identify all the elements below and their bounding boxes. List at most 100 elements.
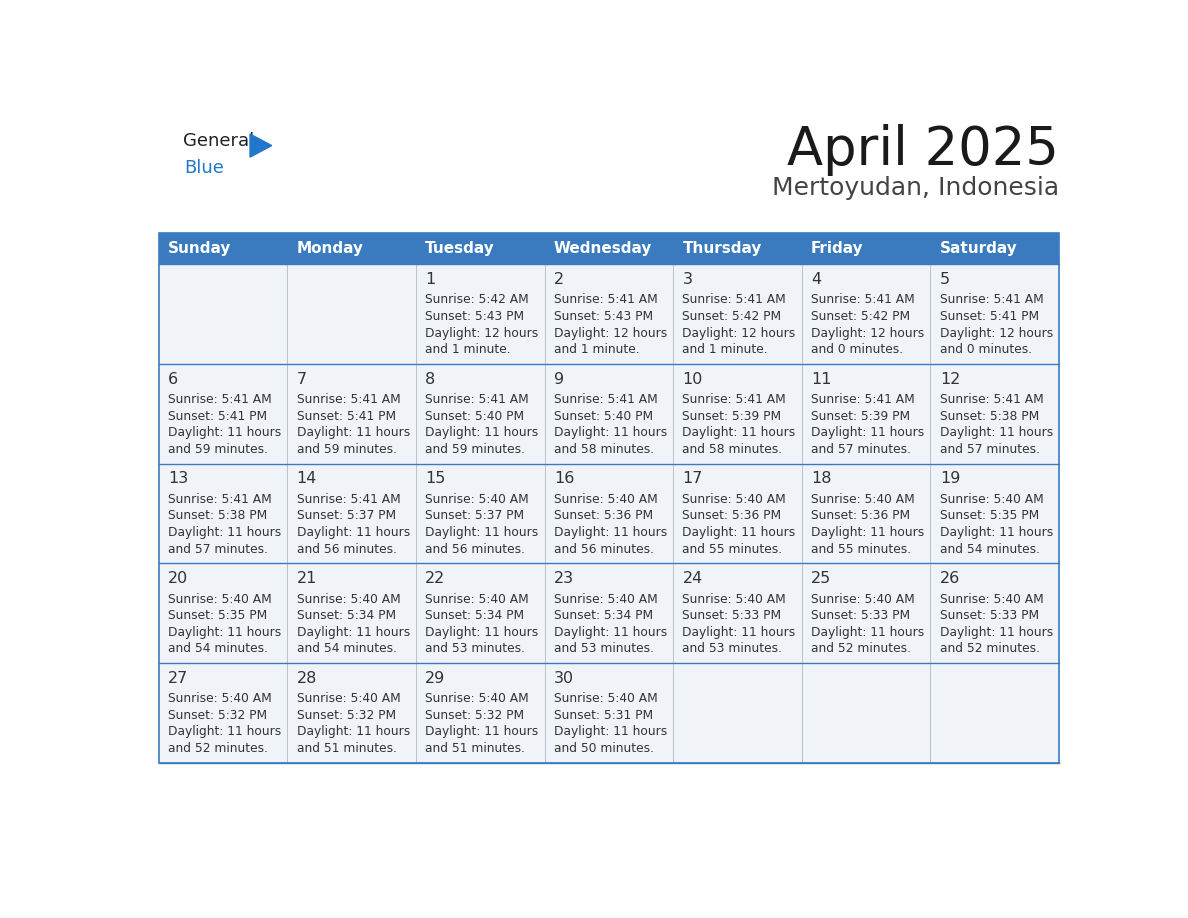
Text: Daylight: 11 hours: Daylight: 11 hours xyxy=(425,626,538,639)
Text: Sunset: 5:32 PM: Sunset: 5:32 PM xyxy=(425,709,524,722)
Text: Sunset: 5:35 PM: Sunset: 5:35 PM xyxy=(168,610,267,622)
Text: Mertoyudan, Indonesia: Mertoyudan, Indonesia xyxy=(772,175,1060,199)
Text: Daylight: 11 hours: Daylight: 11 hours xyxy=(940,626,1053,639)
Text: and 1 minute.: and 1 minute. xyxy=(425,343,511,356)
Text: 22: 22 xyxy=(425,571,446,586)
Text: Daylight: 11 hours: Daylight: 11 hours xyxy=(554,426,668,439)
Text: Sunset: 5:39 PM: Sunset: 5:39 PM xyxy=(811,409,910,422)
Text: Sunset: 5:33 PM: Sunset: 5:33 PM xyxy=(811,610,910,622)
Text: Daylight: 12 hours: Daylight: 12 hours xyxy=(425,327,538,340)
Text: Daylight: 11 hours: Daylight: 11 hours xyxy=(554,725,668,738)
Text: and 52 minutes.: and 52 minutes. xyxy=(811,643,911,655)
Text: Daylight: 11 hours: Daylight: 11 hours xyxy=(425,426,538,439)
Text: and 0 minutes.: and 0 minutes. xyxy=(940,343,1032,356)
Text: Sunrise: 5:41 AM: Sunrise: 5:41 AM xyxy=(940,393,1043,406)
Text: Daylight: 11 hours: Daylight: 11 hours xyxy=(425,725,538,738)
Text: 10: 10 xyxy=(682,372,703,386)
Text: 27: 27 xyxy=(168,671,188,686)
Text: Sunset: 5:36 PM: Sunset: 5:36 PM xyxy=(554,509,653,522)
Bar xyxy=(158,663,1060,763)
Text: Sunset: 5:35 PM: Sunset: 5:35 PM xyxy=(940,509,1040,522)
Text: and 59 minutes.: and 59 minutes. xyxy=(425,442,525,456)
Text: Sunset: 5:34 PM: Sunset: 5:34 PM xyxy=(297,610,396,622)
Text: and 51 minutes.: and 51 minutes. xyxy=(297,742,397,755)
Text: and 50 minutes.: and 50 minutes. xyxy=(554,742,653,755)
Text: and 51 minutes.: and 51 minutes. xyxy=(425,742,525,755)
Text: Wednesday: Wednesday xyxy=(554,241,652,256)
Text: Sunrise: 5:40 AM: Sunrise: 5:40 AM xyxy=(940,493,1043,506)
Text: and 1 minute.: and 1 minute. xyxy=(682,343,769,356)
Text: and 54 minutes.: and 54 minutes. xyxy=(168,643,267,655)
Bar xyxy=(158,233,1060,763)
Text: Sunset: 5:34 PM: Sunset: 5:34 PM xyxy=(425,610,524,622)
Text: and 57 minutes.: and 57 minutes. xyxy=(940,442,1040,456)
Text: 4: 4 xyxy=(811,272,821,286)
Bar xyxy=(287,233,416,264)
Bar xyxy=(544,233,674,264)
Bar xyxy=(930,233,1060,264)
Text: Daylight: 11 hours: Daylight: 11 hours xyxy=(682,526,796,539)
Text: Sunset: 5:39 PM: Sunset: 5:39 PM xyxy=(682,409,782,422)
Text: Sunrise: 5:41 AM: Sunrise: 5:41 AM xyxy=(811,393,915,406)
Text: General: General xyxy=(183,131,254,150)
Text: 15: 15 xyxy=(425,471,446,487)
Bar xyxy=(158,264,1060,364)
Text: Sunset: 5:43 PM: Sunset: 5:43 PM xyxy=(425,310,524,323)
Text: Sunset: 5:43 PM: Sunset: 5:43 PM xyxy=(554,310,653,323)
Text: and 53 minutes.: and 53 minutes. xyxy=(425,643,525,655)
Text: 23: 23 xyxy=(554,571,574,586)
Text: Sunset: 5:40 PM: Sunset: 5:40 PM xyxy=(425,409,524,422)
Text: 12: 12 xyxy=(940,372,960,386)
Bar xyxy=(158,364,1060,464)
Text: Sunrise: 5:41 AM: Sunrise: 5:41 AM xyxy=(297,393,400,406)
Text: Sunrise: 5:42 AM: Sunrise: 5:42 AM xyxy=(425,294,529,307)
Text: Sunset: 5:41 PM: Sunset: 5:41 PM xyxy=(297,409,396,422)
Text: Daylight: 12 hours: Daylight: 12 hours xyxy=(811,327,924,340)
Text: Sunrise: 5:41 AM: Sunrise: 5:41 AM xyxy=(811,294,915,307)
Text: Sunset: 5:32 PM: Sunset: 5:32 PM xyxy=(168,709,267,722)
Text: Daylight: 11 hours: Daylight: 11 hours xyxy=(297,626,410,639)
Text: 5: 5 xyxy=(940,272,950,286)
Text: Sunrise: 5:41 AM: Sunrise: 5:41 AM xyxy=(682,294,786,307)
Text: 30: 30 xyxy=(554,671,574,686)
Text: Daylight: 11 hours: Daylight: 11 hours xyxy=(811,426,924,439)
Text: Sunrise: 5:40 AM: Sunrise: 5:40 AM xyxy=(168,592,272,606)
Text: Sunset: 5:41 PM: Sunset: 5:41 PM xyxy=(940,310,1038,323)
Text: Sunset: 5:36 PM: Sunset: 5:36 PM xyxy=(682,509,782,522)
Text: Sunrise: 5:40 AM: Sunrise: 5:40 AM xyxy=(554,692,658,705)
Text: Daylight: 11 hours: Daylight: 11 hours xyxy=(168,626,282,639)
Text: and 54 minutes.: and 54 minutes. xyxy=(940,543,1040,555)
Text: 6: 6 xyxy=(168,372,178,386)
Text: 8: 8 xyxy=(425,372,436,386)
Text: Sunrise: 5:40 AM: Sunrise: 5:40 AM xyxy=(682,493,786,506)
Text: Sunrise: 5:41 AM: Sunrise: 5:41 AM xyxy=(297,493,400,506)
Text: Sunset: 5:37 PM: Sunset: 5:37 PM xyxy=(297,509,396,522)
Text: 26: 26 xyxy=(940,571,960,586)
Text: Daylight: 11 hours: Daylight: 11 hours xyxy=(297,426,410,439)
Text: Daylight: 11 hours: Daylight: 11 hours xyxy=(940,426,1053,439)
Text: Tuesday: Tuesday xyxy=(425,241,495,256)
Text: Daylight: 11 hours: Daylight: 11 hours xyxy=(811,626,924,639)
Text: 20: 20 xyxy=(168,571,188,586)
Text: Blue: Blue xyxy=(184,160,225,177)
Text: Daylight: 11 hours: Daylight: 11 hours xyxy=(554,526,668,539)
Text: 24: 24 xyxy=(682,571,703,586)
Text: Sunset: 5:34 PM: Sunset: 5:34 PM xyxy=(554,610,653,622)
Text: and 58 minutes.: and 58 minutes. xyxy=(554,442,653,456)
Text: Sunrise: 5:41 AM: Sunrise: 5:41 AM xyxy=(168,493,272,506)
Text: Sunrise: 5:40 AM: Sunrise: 5:40 AM xyxy=(297,592,400,606)
Text: and 58 minutes.: and 58 minutes. xyxy=(682,442,783,456)
Text: Saturday: Saturday xyxy=(940,241,1018,256)
Text: Daylight: 11 hours: Daylight: 11 hours xyxy=(682,426,796,439)
Text: Sunset: 5:31 PM: Sunset: 5:31 PM xyxy=(554,709,653,722)
Text: Sunday: Sunday xyxy=(168,241,232,256)
Text: 21: 21 xyxy=(297,571,317,586)
Text: 28: 28 xyxy=(297,671,317,686)
Text: and 53 minutes.: and 53 minutes. xyxy=(554,643,653,655)
Text: and 55 minutes.: and 55 minutes. xyxy=(811,543,911,555)
Text: Daylight: 11 hours: Daylight: 11 hours xyxy=(554,626,668,639)
Text: Sunrise: 5:40 AM: Sunrise: 5:40 AM xyxy=(811,493,915,506)
Text: 17: 17 xyxy=(682,471,703,487)
Text: and 59 minutes.: and 59 minutes. xyxy=(168,442,267,456)
Bar xyxy=(158,233,287,264)
